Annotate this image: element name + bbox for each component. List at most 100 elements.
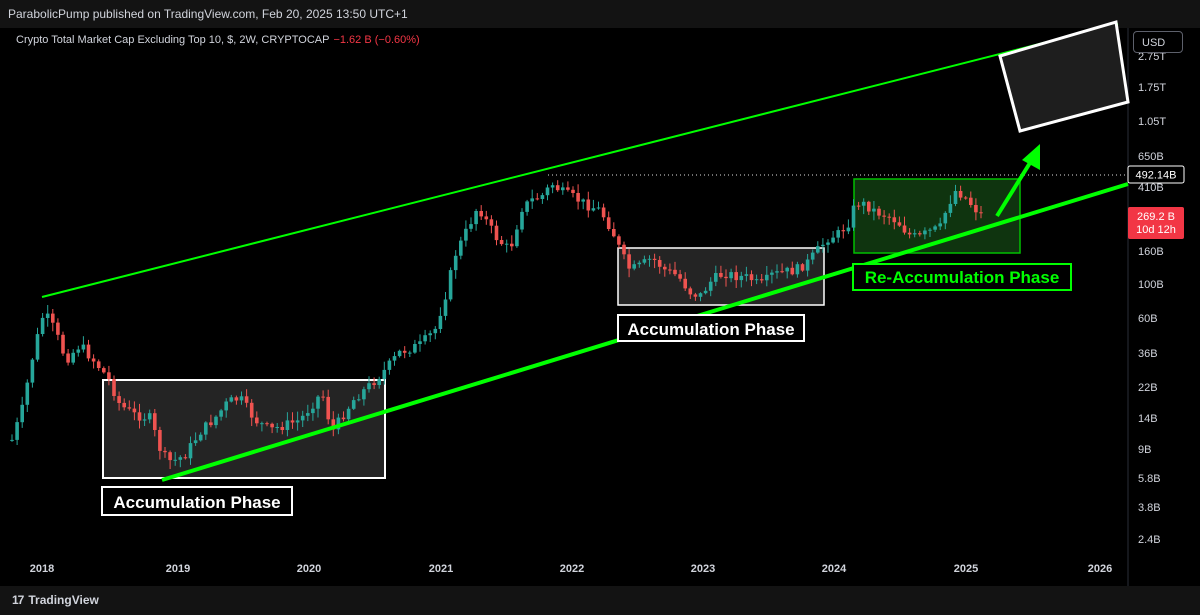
time-tick-label: 2018 [30,563,54,575]
candle-body [239,396,244,401]
accumulation-box-1[interactable] [102,379,386,479]
candle-body [147,413,152,420]
candle-body [759,279,764,281]
candle-body [953,191,958,204]
price-tick-label: 60B [1138,313,1158,325]
price-tick-label: 1.75T [1138,82,1166,94]
candle-body [785,267,789,272]
candle-body [255,417,259,424]
candle-body [963,197,968,199]
candle-body [765,274,769,281]
candle-body [295,420,300,423]
candle-body [647,258,652,260]
candle-body [663,266,667,270]
countdown-text: 10d 12h [1136,224,1176,236]
candle-body [336,417,341,430]
candle-body [484,216,489,220]
candle-body [219,410,223,417]
candle-body [907,232,912,235]
candle-body [448,270,453,300]
candle-body [438,315,443,329]
candle-body [867,201,871,212]
candle-body [341,417,346,420]
candle-body [270,423,274,428]
time-tick-label: 2026 [1088,563,1112,575]
candle-body [525,201,529,212]
candle-body [545,187,550,196]
currency-button[interactable]: USD [1133,31,1183,53]
accumulation-label-2: Accumulation Phase [617,314,805,342]
price-tick-label: 2.4B [1138,534,1161,546]
candle-body [938,223,942,227]
candle-body [494,225,499,241]
candle-body [780,271,784,273]
candle-body [918,233,922,235]
candle-body [810,252,815,260]
last-price-tag: 269.2 B 10d 12h [1128,207,1184,239]
candle-body [668,269,672,271]
tradingview-logo-icon: 17 [12,593,24,607]
candle-body [851,205,856,228]
candle-body [459,240,463,256]
candle-body [928,229,932,231]
candle-body [10,439,14,441]
price-tick-label: 410B [1138,182,1164,194]
candle-body [204,422,208,435]
candle-body [265,423,269,425]
candle-body [346,408,351,420]
price-tick-label: 2.75T [1138,51,1166,63]
footer-bar: 17 TradingView [0,586,1200,615]
reaccumulation-label-text: Re-Accumulation Phase [865,268,1060,287]
candle-body [397,350,402,357]
candle-body [408,352,412,354]
candle-body [969,197,973,205]
projection-arrow-line[interactable] [995,156,1035,218]
candle-body [499,240,504,245]
candle-body [96,361,101,368]
candle-body [657,260,662,267]
tradingview-logo[interactable]: 17 TradingView [12,593,99,607]
candle-body [66,353,70,363]
candle-body [15,422,19,440]
candle-body [688,288,693,295]
candle-body [958,191,963,198]
candle-body [285,420,290,430]
candle-body [754,279,759,281]
candle-body [249,402,254,418]
candle-body [596,207,601,209]
last-price-text: 269.2 B [1137,211,1175,223]
candle-body [520,211,524,230]
price-axis: 2.75T 1.75T 1.05T 650B 410B 160B 100B 60B 36B 22B… [1138,51,1166,546]
candle-body [209,422,213,426]
candle-body [433,328,438,334]
time-tick-label: 2021 [429,563,453,575]
candle-body [464,228,468,241]
candle-body [576,193,580,202]
candle-body [535,198,540,200]
candle-body [729,272,733,279]
candle-body [402,350,407,353]
projection-box[interactable] [998,20,1130,133]
candle-body [45,313,50,318]
candle-body [627,254,631,269]
candle-body [387,360,392,370]
candle-body [158,430,162,451]
candle-body [413,344,417,353]
candle-body [377,379,381,385]
candles-overlay [10,180,983,469]
candle-body [912,233,917,235]
candle-body [642,259,647,263]
candle-body [326,396,330,420]
candle-body [622,244,626,255]
candle-body [632,264,636,269]
candle-body [571,189,575,193]
symbol-title: Crypto Total Market Cap Excluding Top 10… [16,34,330,46]
reaccumulation-label: Re-Accumulation Phase [852,263,1072,291]
candle-body [91,358,96,362]
candle-body [591,208,596,211]
candle-body [367,383,371,390]
symbol-legend[interactable]: Crypto Total Market Cap Excluding Top 10… [16,34,420,46]
channel-upper-line[interactable] [41,23,1119,298]
price-tick-label: 14B [1138,413,1158,425]
